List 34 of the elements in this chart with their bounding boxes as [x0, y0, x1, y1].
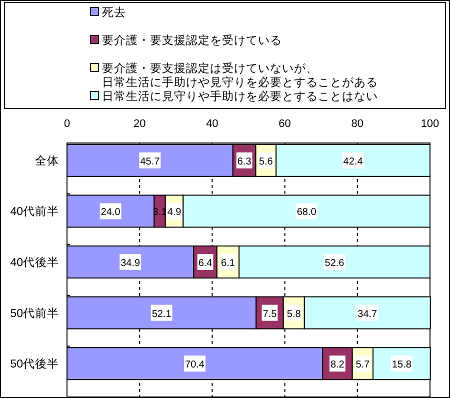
data-label: 24.0	[100, 207, 121, 218]
x-tick-label: 0	[64, 118, 70, 130]
legend-label: 要介護・要支援認定は受けていないが、日常生活に手助けや見守りを必要とすることがある	[102, 61, 378, 89]
data-label: 6.1	[221, 258, 236, 269]
data-label: 52.6	[324, 258, 345, 269]
data-label: 8.2	[330, 360, 345, 371]
x-tick-label: 60	[278, 118, 291, 130]
data-label: 5.6	[258, 156, 274, 168]
data-label: 34.9	[120, 258, 141, 269]
data-label: 5.8	[286, 308, 302, 320]
y-tick-label: 40代後半	[10, 256, 59, 269]
data-label: 15.8	[392, 360, 412, 371]
legend-label: 要介護・要支援認定を受けている	[102, 33, 282, 47]
data-label: 42.4	[343, 156, 364, 168]
legend-label: 死去	[102, 6, 126, 19]
x-tick-label: 80	[351, 118, 364, 130]
data-label: 68.0	[296, 207, 317, 218]
data-label: 6.4	[198, 258, 213, 269]
y-tick-label: 50代前半	[10, 306, 59, 320]
data-label: 6.3	[237, 156, 252, 168]
x-tick-label: 40	[206, 118, 218, 130]
y-tick-label: 全体	[35, 154, 59, 168]
data-label: 5.7	[356, 360, 370, 371]
data-label: 45.7	[140, 156, 160, 168]
data-label: 4.9	[167, 207, 182, 218]
legend-label: 日常生活に見守りや手助けを必要とすることはない	[102, 89, 378, 103]
data-label: 70.4	[185, 360, 205, 371]
x-tick-label: 100	[420, 118, 440, 130]
y-tick-label: 50代後半	[10, 358, 59, 371]
data-label: 7.5	[262, 308, 278, 320]
data-label: 52.1	[152, 308, 172, 320]
data-label: 34.7	[358, 308, 378, 320]
y-tick-label: 40代前半	[10, 205, 59, 218]
x-tick-label: 20	[133, 118, 146, 130]
